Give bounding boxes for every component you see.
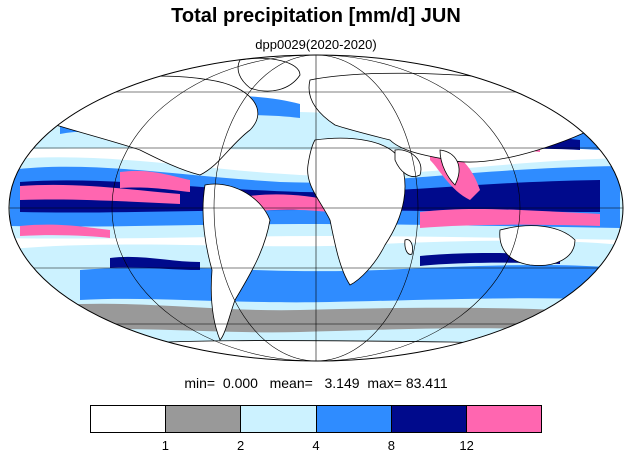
south-america — [202, 183, 271, 341]
colorbar — [90, 405, 542, 433]
colorbar-tick-label: 4 — [312, 438, 320, 453]
colorbar-swatch-5 — [391, 406, 467, 432]
colorbar-tick-label: 2 — [237, 438, 245, 453]
map-border — [8, 54, 624, 362]
colorbar-swatch-3 — [241, 406, 317, 432]
colorbar-swatch-1 — [91, 406, 167, 432]
mean-value: 3.149 — [324, 375, 360, 391]
stats-line: min= 0.000 mean= 3.149 max= 83.411 — [0, 375, 632, 391]
colorbar-tick-label: 12 — [459, 438, 474, 453]
colorbar-swatch-6 — [466, 406, 542, 432]
colorbar-swatch-2 — [166, 406, 242, 432]
greenland — [237, 57, 301, 92]
colorbar-swatch-4 — [316, 406, 392, 432]
map-subtitle: dpp0029(2020-2020) — [255, 37, 377, 52]
australia — [499, 225, 576, 266]
colorbar-tick-label: 1 — [161, 438, 169, 453]
max-value: 83.411 — [405, 375, 448, 391]
max-label: max= — [367, 375, 402, 391]
map-title: Total precipitation [mm/d] JUN — [171, 5, 461, 27]
india — [439, 149, 460, 186]
mean-label: mean= — [269, 375, 313, 391]
map-body — [9, 55, 623, 361]
colorbar-tick-label: 8 — [387, 438, 395, 453]
madagascar — [404, 239, 413, 255]
min-value: 0.000 — [222, 375, 258, 391]
min-label: min= — [184, 375, 216, 391]
